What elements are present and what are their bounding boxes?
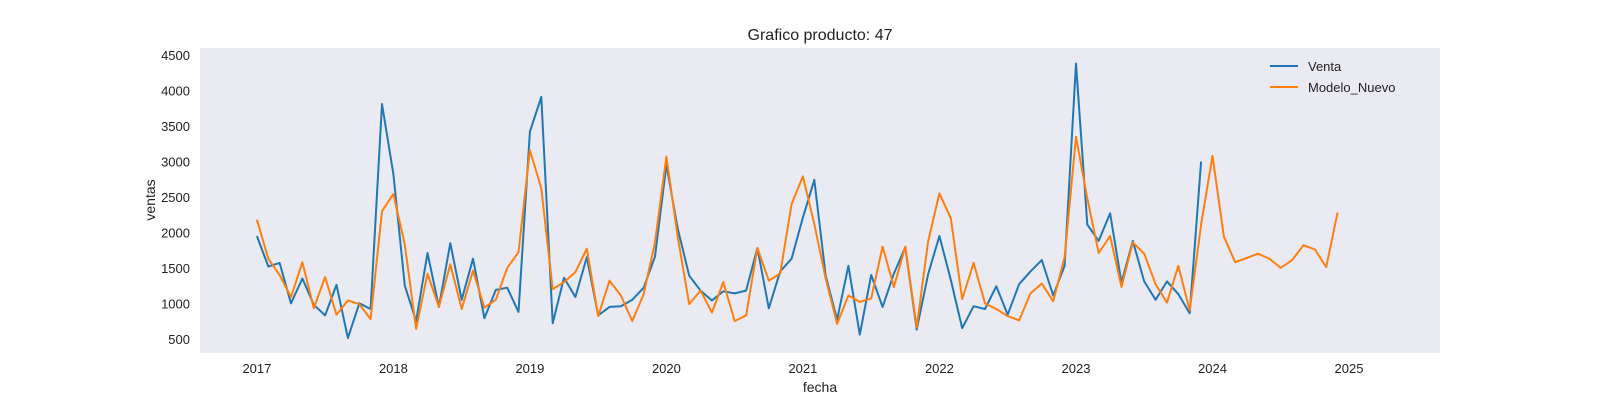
y-axis-label: ventas (142, 179, 158, 220)
x-axis-label: fecha (803, 379, 837, 395)
y-tick-label: 2500 (161, 190, 190, 205)
legend-label: Venta (1308, 59, 1342, 74)
x-tick-label: 2021 (788, 361, 817, 376)
y-tick-label: 2000 (161, 225, 190, 240)
y-tick-label: 1500 (161, 261, 190, 276)
chart-title: Grafico producto: 47 (748, 27, 893, 44)
x-tick-label: 2022 (925, 361, 954, 376)
x-tick-label: 2024 (1198, 361, 1227, 376)
x-axis-ticks: 2017 2018 2019 2020 2021 2022 2023 2024 2025 (242, 361, 1363, 376)
y-tick-label: 3500 (161, 119, 190, 134)
y-tick-label: 4000 (161, 84, 190, 99)
x-tick-label: 2020 (652, 361, 681, 376)
x-tick-label: 2023 (1062, 361, 1091, 376)
x-tick-label: 2017 (242, 361, 271, 376)
plot-area (200, 48, 1440, 353)
series-line-modelo-nuevo (255, 135, 1339, 330)
x-tick-label: 2019 (515, 361, 544, 376)
y-tick-label: 4500 (161, 48, 190, 63)
y-tick-label: 500 (168, 332, 190, 347)
x-tick-label: 2025 (1335, 361, 1364, 376)
legend-label: Modelo_Nuevo (1308, 80, 1395, 95)
x-tick-label: 2018 (379, 361, 408, 376)
legend: Venta Modelo_Nuevo (1270, 59, 1395, 95)
y-axis-ticks: 500 1000 1500 2000 2500 3000 3500 4000 4500 (161, 48, 190, 347)
series-lines (255, 62, 1339, 340)
y-tick-label: 1000 (161, 296, 190, 311)
y-tick-label: 3000 (161, 155, 190, 170)
